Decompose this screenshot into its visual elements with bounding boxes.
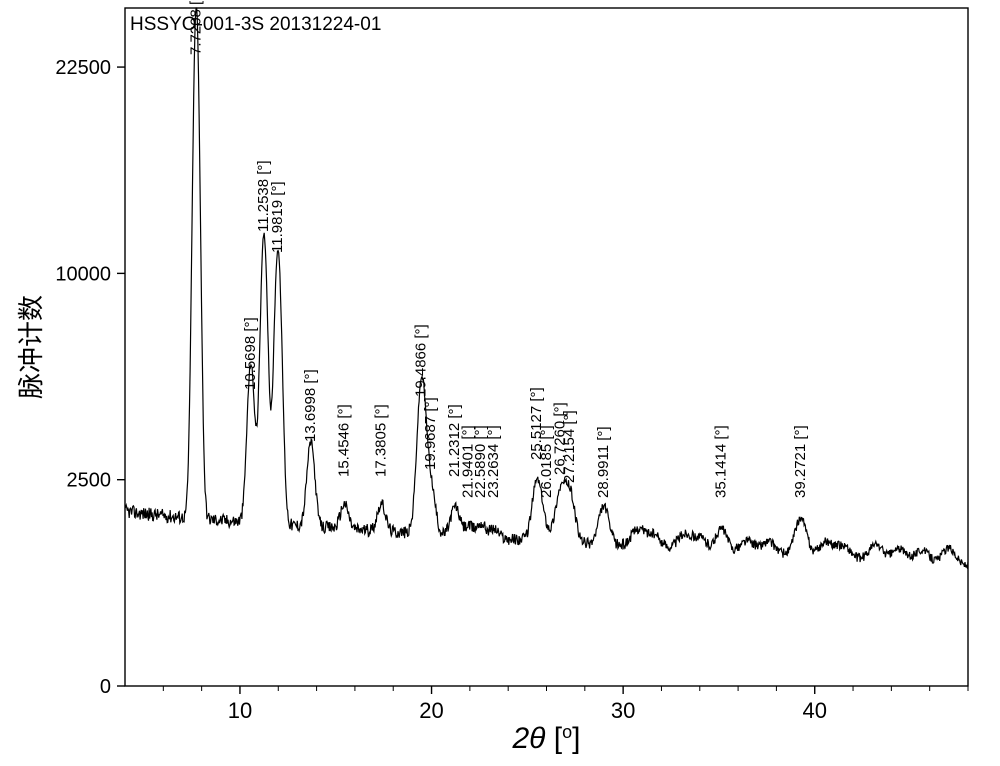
y-tick-label: 22500 (55, 57, 111, 79)
peak-label: 23.2634 [°] (485, 425, 502, 498)
y-tick-label: 0 (100, 676, 111, 698)
y-axis-title: 脉冲计数 (16, 295, 46, 399)
x-tick-label: 30 (611, 698, 635, 723)
peak-label: 11.9819 [°] (269, 181, 286, 253)
sample-title: HSSYO-001-3S 20131224-01 (130, 14, 381, 35)
peak-label: 17.3805 [°] (372, 404, 389, 477)
y-tick-label: 2500 (67, 470, 112, 492)
x-tick-label: 20 (419, 698, 443, 723)
x-axis-title: 2θ [o] (512, 722, 581, 755)
peak-label: 28.9911 [°] (595, 426, 612, 498)
y-tick-label: 10000 (55, 263, 111, 285)
peak-label: 27.2154 [°] (561, 410, 578, 483)
peak-label: 19.9687 [°] (422, 397, 439, 470)
x-tick-label: 40 (802, 698, 826, 723)
peak-label: 15.4546 [°] (335, 404, 352, 477)
peak-label: 13.6998 [°] (302, 369, 319, 442)
x-tick-label: 10 (228, 698, 252, 723)
xrd-chart: 10 20 30 40 0 2500 10000 22500 2θ [o] 脉冲计数 HSSYO-0… (0, 0, 1000, 766)
peak-label: 10.5698 [°] (242, 317, 259, 390)
peak-label: 39.2721 [°] (792, 425, 809, 498)
chart-container: 10 20 30 40 0 2500 10000 22500 2θ [o] 脉冲计数 HSSYO-0… (0, 0, 1000, 766)
peak-label: 35.1414 [°] (713, 425, 730, 498)
peak-label: 7.7208 [°] (187, 0, 204, 55)
peak-label: 19.4866 [°] (413, 324, 430, 397)
